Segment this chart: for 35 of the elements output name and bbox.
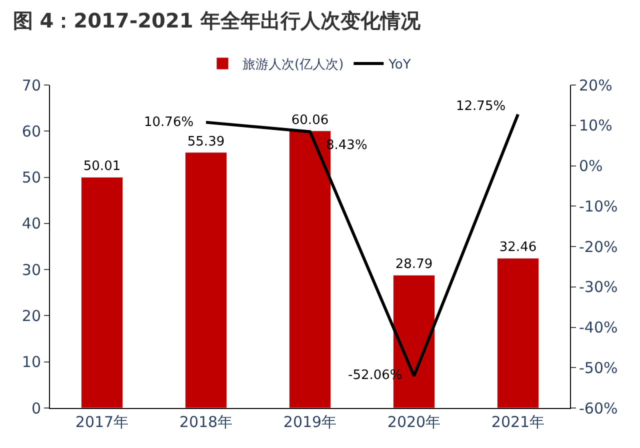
y-tick-label: 20 [22, 306, 41, 325]
x-tick-label: 2018年 [179, 413, 233, 431]
bar [80, 176, 124, 408]
data-label: 60.06 [291, 112, 329, 128]
y2-tick-label: -10% [579, 197, 618, 216]
x-tick-label: 2017年 [75, 413, 129, 431]
data-label: 32.46 [499, 240, 537, 256]
legend-label: YoY [388, 58, 411, 73]
y2-tick-label: 10% [579, 116, 612, 135]
y-tick-label: 70 [22, 76, 41, 94]
chart-title: 图 4：2017-2021 年全年出行人次变化情况 [12, 8, 422, 32]
y-tick-label: 0 [31, 399, 41, 418]
y2-tick-label: -40% [579, 318, 618, 336]
y-tick-label: 40 [22, 214, 41, 233]
bar [496, 258, 540, 408]
bar [184, 152, 228, 408]
y2-tick-label: -50% [579, 358, 618, 377]
data-label: 55.39 [187, 134, 225, 150]
y-tick-label: 60 [22, 122, 41, 140]
y-tick-label: 10 [22, 353, 41, 372]
y-tick-label: 30 [22, 260, 41, 279]
x-tick-label: 2019年 [283, 413, 337, 431]
y2-tick-label: -20% [579, 238, 618, 256]
x-tick-label: 2021年 [491, 413, 545, 431]
y2-tick-label: 20% [579, 76, 612, 94]
data-label: 28.79 [395, 257, 433, 272]
data-label: 10.76% [144, 115, 194, 130]
data-label: 12.75% [456, 99, 506, 114]
data-label: 50.01 [83, 159, 121, 174]
y2-tick-label: -30% [579, 278, 618, 296]
x-tick-label: 2020年 [387, 413, 441, 431]
y2-tick-label: -60% [579, 399, 618, 418]
y2-tick-label: 0% [579, 157, 603, 175]
y-tick-label: 50 [22, 168, 41, 187]
legend-label: 旅游人次(亿人次) [242, 58, 344, 73]
